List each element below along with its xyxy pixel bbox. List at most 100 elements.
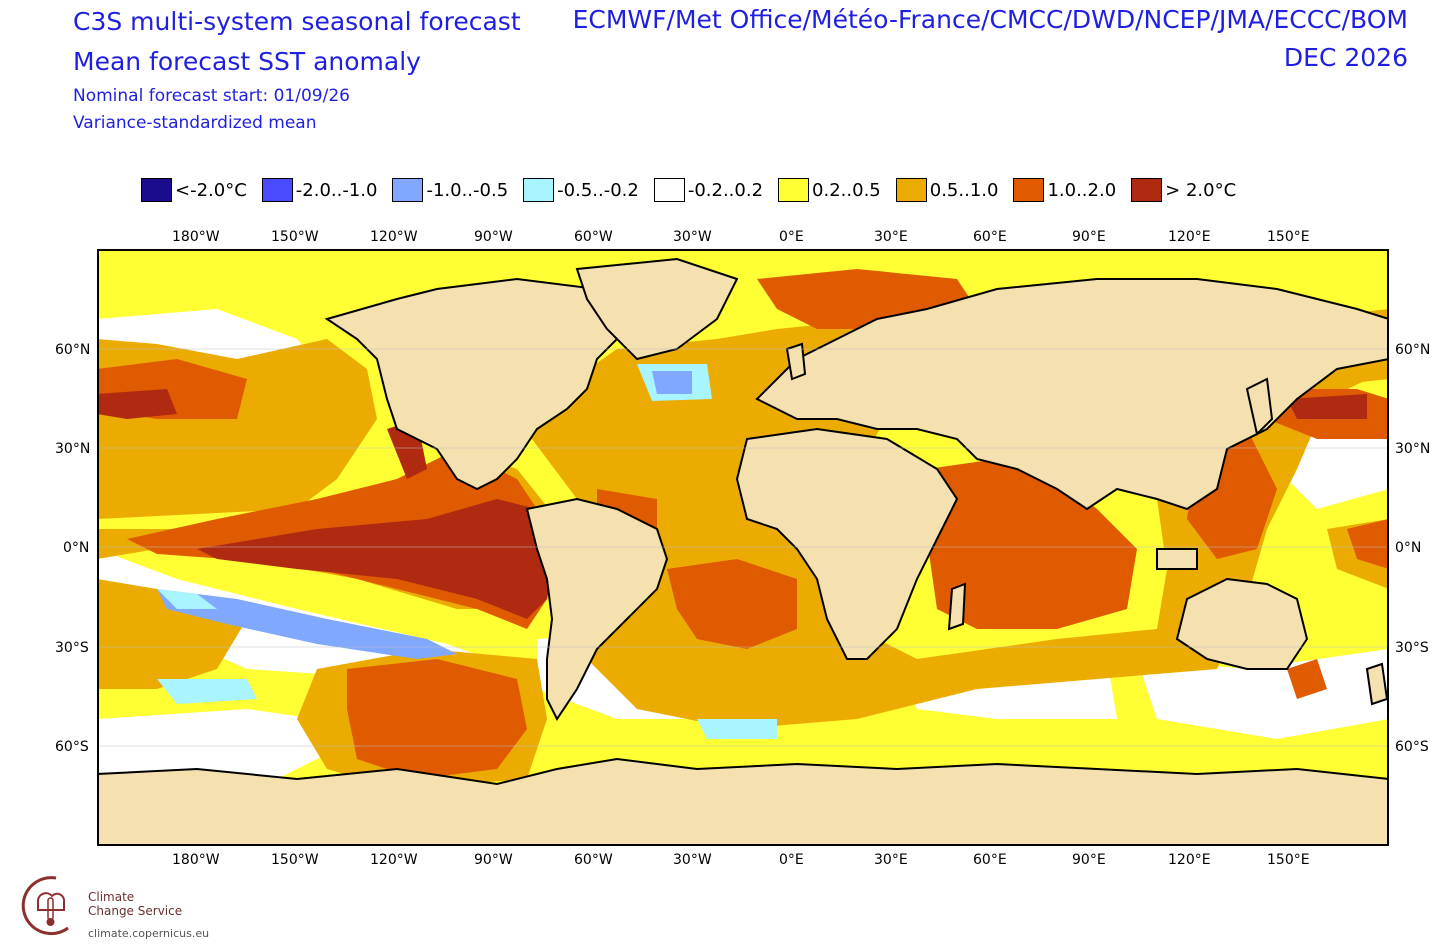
legend-item: 0.5..1.0 [895, 178, 999, 202]
legend-swatch [523, 178, 555, 202]
valid-month-label: DEC 2026 [1283, 43, 1408, 72]
lon-label-top: 30°E [874, 229, 908, 245]
legend-swatch [653, 178, 685, 202]
legend-label: 0.2..0.5 [812, 179, 881, 201]
south-america [525, 497, 669, 721]
legend-label: -2.0..-1.0 [295, 179, 378, 201]
anomaly-region [1287, 659, 1327, 699]
japan [1245, 377, 1274, 436]
anomaly-region [1137, 649, 1389, 739]
anomaly-region [667, 559, 797, 649]
lat-label-right: 30°S [1395, 640, 1429, 656]
madagascar [947, 582, 967, 631]
lon-label-bottom: 30°E [874, 852, 908, 868]
legend-label: -0.2..0.2 [687, 179, 764, 201]
lat-label-left: 0°N [63, 540, 90, 556]
anomaly-region [1347, 519, 1389, 569]
lon-label-bottom: 150°W [271, 852, 319, 868]
copernicus-logo-icon [21, 876, 69, 936]
legend-item: -0.5..-0.2 [523, 178, 639, 202]
island [1156, 548, 1198, 570]
anomaly-neg-0p5-0p2 [697, 719, 777, 739]
anomaly-region [97, 709, 337, 789]
lon-label-bottom: 120°W [370, 852, 418, 868]
legend-item: -1.0..-0.5 [392, 178, 508, 202]
lon-label-top: 60°E [973, 229, 1007, 245]
lon-label-top: 150°E [1267, 229, 1310, 245]
legend-swatch [1013, 178, 1045, 202]
lat-label-right: 0°N [1395, 540, 1422, 556]
north-america [324, 277, 619, 491]
map-title: C3S multi-system seasonal forecast [73, 7, 521, 36]
lon-label-bottom: 90°E [1072, 852, 1106, 868]
legend-label: <-2.0°C [175, 179, 247, 201]
lat-label-right: 30°N [1395, 441, 1431, 457]
anomaly-neg-0p5-0p2 [157, 679, 257, 704]
legend-swatch [1131, 178, 1163, 202]
lat-label-right: 60°N [1395, 342, 1431, 358]
africa [735, 427, 959, 660]
graticule [97, 348, 1389, 747]
anomaly-region [347, 659, 527, 779]
australia [1175, 577, 1309, 670]
anomaly-region [197, 499, 557, 619]
lon-label-bottom: 180°W [172, 852, 220, 868]
logo-line1: Climate [88, 890, 135, 904]
lat-label-left: 30°S [55, 640, 89, 656]
legend-item: <-2.0°C [141, 178, 247, 202]
lon-label-top: 0°E [779, 229, 804, 245]
logo-line2: Change Service [88, 904, 183, 918]
lat-label-left: 30°N [55, 441, 91, 457]
legend-swatch [778, 178, 810, 202]
sst-anomaly-map [97, 249, 1389, 846]
map-frame [97, 249, 1389, 846]
legend-label: -0.5..-0.2 [557, 179, 639, 201]
uk [785, 342, 807, 381]
legend-item: > 2.0°C [1131, 178, 1236, 202]
legend-item: -2.0..-1.0 [261, 178, 378, 202]
logo-url: climate.copernicus.eu [88, 927, 210, 940]
anomaly-region [1287, 394, 1367, 419]
legend-swatch [392, 178, 424, 202]
land-masses [97, 257, 1389, 846]
method-label: Variance-standardized mean [73, 113, 317, 133]
legend-item: -0.2..0.2 [653, 178, 764, 202]
forecast-start-label: Nominal forecast start: 01/09/26 [73, 86, 350, 106]
map-subtitle: Mean forecast SST anomaly [73, 47, 421, 76]
lon-label-bottom: 0°E [779, 852, 804, 868]
lon-label-top: 120°E [1168, 229, 1211, 245]
lon-label-top: 180°W [172, 229, 220, 245]
antarctica [97, 757, 1389, 846]
anomaly-neg-1p0-0p5 [157, 589, 457, 659]
lon-label-bottom: 60°W [574, 852, 613, 868]
anomaly-neg-0p5-0p2 [157, 589, 217, 609]
lon-label-top: 150°W [271, 229, 319, 245]
lon-label-top: 90°E [1072, 229, 1106, 245]
legend-item: 0.2..0.5 [778, 178, 881, 202]
centres-label: ECMWF/Met Office/Météo-France/CMCC/DWD/N… [572, 5, 1408, 34]
anomaly-above-2p0 [97, 389, 1367, 619]
anomaly-neg-1p0-0p5 [652, 371, 692, 394]
lat-label-left: 60°S [55, 739, 89, 755]
legend-label: 0.5..1.0 [929, 179, 999, 201]
lon-label-bottom: 90°W [474, 852, 513, 868]
anomaly-region [97, 389, 177, 419]
lat-label-right: 60°S [1395, 739, 1429, 755]
legend-label: -1.0..-0.5 [426, 179, 509, 201]
legend-label: 1.0..2.0 [1047, 179, 1117, 201]
lon-label-bottom: 30°W [673, 852, 712, 868]
lat-label-left: 60°N [55, 342, 91, 358]
legend-swatch [141, 178, 172, 202]
legend-swatch [261, 178, 293, 202]
lon-label-top: 90°W [474, 229, 513, 245]
legend-label: > 2.0°C [1165, 179, 1237, 201]
lon-label-bottom: 60°E [973, 852, 1007, 868]
lon-label-top: 60°W [574, 229, 613, 245]
legend-swatch [895, 178, 927, 202]
color-legend: <-2.0°C -2.0..-1.0 -1.0..-0.5 -0.5..-0.2… [141, 177, 1251, 203]
eurasia [755, 278, 1389, 511]
lon-label-top: 120°W [370, 229, 418, 245]
lon-label-bottom: 150°E [1267, 852, 1310, 868]
lon-label-top: 30°W [673, 229, 712, 245]
lon-label-bottom: 120°E [1168, 852, 1211, 868]
